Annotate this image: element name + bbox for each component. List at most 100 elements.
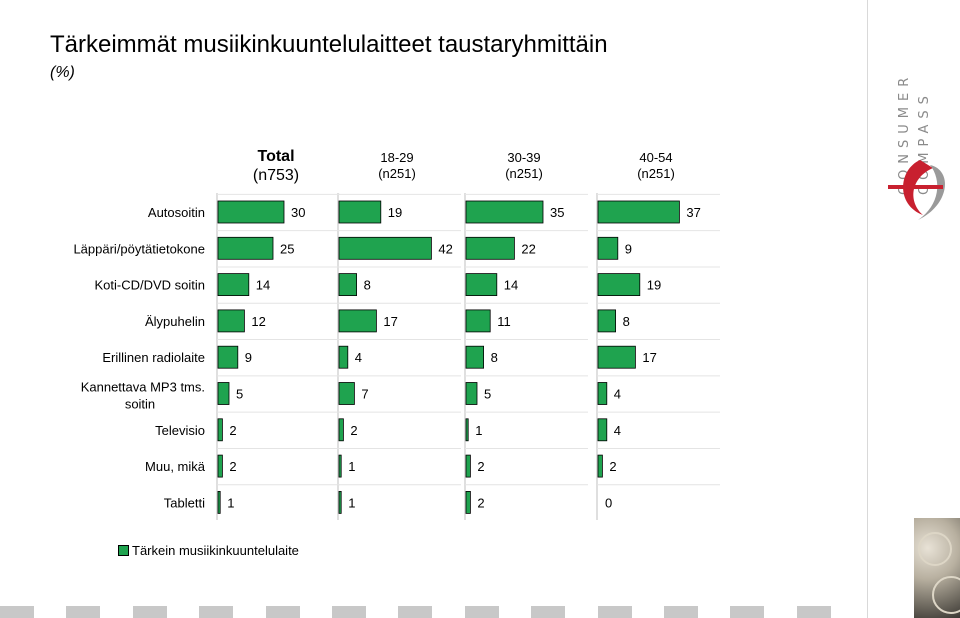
chart-subtitle: (%) <box>50 64 75 81</box>
footer-bar <box>597 606 632 618</box>
bar <box>597 454 603 478</box>
footer-bar <box>66 606 101 618</box>
data-label: 14 <box>256 278 270 293</box>
consumer-compass-logo: CONSUMER COMPASS <box>888 72 946 220</box>
series-sample-3: (n251) <box>505 166 543 181</box>
legend-label: Tärkein musiikinkuuntelulaite <box>132 543 299 558</box>
category-label: Erillinen radiolaite <box>102 350 205 365</box>
bar <box>597 273 641 297</box>
data-label: 2 <box>477 459 484 474</box>
data-label: 19 <box>647 278 661 293</box>
series-header-4: 40-54 <box>639 150 672 165</box>
bar <box>597 236 619 260</box>
data-label: 37 <box>686 205 700 220</box>
bar <box>597 382 608 405</box>
logo-swoosh-red <box>903 160 933 215</box>
category-label: Koti-CD/DVD soitin <box>94 278 205 293</box>
footer-bar <box>0 606 34 618</box>
data-label: 4 <box>355 350 362 365</box>
data-label: 8 <box>364 278 371 293</box>
bar <box>338 345 349 369</box>
bar <box>338 200 382 224</box>
series-header-1: Total <box>257 148 294 165</box>
bar <box>465 418 469 442</box>
series-sample-1: (n753) <box>253 167 299 184</box>
bar <box>597 345 636 369</box>
bar <box>217 382 230 405</box>
data-label: 1 <box>227 495 234 510</box>
bar <box>338 454 342 478</box>
data-label: 12 <box>251 314 265 329</box>
footer-bar <box>730 606 765 618</box>
bar <box>597 309 617 333</box>
bar <box>338 273 358 297</box>
legend: Tärkein musiikinkuuntelulaite <box>118 543 299 558</box>
data-label: 1 <box>348 495 355 510</box>
footer-bar <box>332 606 366 618</box>
bar <box>465 382 478 405</box>
data-label: 5 <box>236 387 243 402</box>
footer-bar <box>664 606 698 618</box>
data-label: 8 <box>491 350 498 365</box>
legend-swatch <box>118 545 129 556</box>
bar <box>465 200 544 224</box>
series-header-3: 30-39 <box>507 150 540 165</box>
bar <box>217 345 239 369</box>
bar <box>217 490 221 514</box>
category-label: Älypuhelin <box>145 314 205 329</box>
bar <box>217 309 245 333</box>
data-label: 2 <box>350 423 357 438</box>
data-label: 35 <box>550 205 564 220</box>
logo-swoosh-grey <box>918 165 946 220</box>
data-label: 4 <box>614 423 621 438</box>
bar <box>217 273 250 297</box>
data-label: 0 <box>605 495 612 510</box>
logo-crossbar <box>888 185 943 189</box>
category-label: Muu, mikä <box>145 459 206 474</box>
bar <box>338 309 377 333</box>
footer-bar <box>796 606 831 618</box>
bar <box>597 418 608 442</box>
data-label: 22 <box>521 241 535 256</box>
category-label: Läppäri/pöytätietokone <box>73 241 205 256</box>
bar <box>217 454 223 478</box>
footer-bar <box>398 606 433 618</box>
bar <box>338 490 342 514</box>
footer-bar <box>531 606 566 618</box>
data-label: 4 <box>614 387 621 402</box>
data-label: 9 <box>245 350 252 365</box>
data-label: 14 <box>504 278 518 293</box>
category-label: Tabletti <box>164 495 205 510</box>
logo-text-consumer: CONSUMER <box>897 72 912 195</box>
bar <box>465 345 485 369</box>
bar <box>465 490 471 514</box>
bar <box>465 273 498 297</box>
series-header-2: 18-29 <box>380 150 413 165</box>
data-label: 2 <box>229 459 236 474</box>
bar <box>465 454 471 478</box>
data-label: 2 <box>609 459 616 474</box>
category-label: soitin <box>125 397 155 412</box>
data-label: 11 <box>497 314 511 329</box>
bar <box>217 418 223 442</box>
data-label: 7 <box>361 387 368 402</box>
series-sample-4: (n251) <box>637 166 675 181</box>
category-label: Kannettava MP3 tms. <box>81 380 205 395</box>
category-label: Televisio <box>155 423 205 438</box>
bar <box>338 236 432 260</box>
footer-bar <box>132 606 167 618</box>
data-label: 9 <box>625 241 632 256</box>
data-label: 19 <box>388 205 402 220</box>
data-label: 17 <box>642 350 656 365</box>
compass-photo <box>914 518 960 618</box>
footer-bar <box>265 606 300 618</box>
footer-bar <box>464 606 499 618</box>
data-label: 5 <box>484 387 491 402</box>
data-label: 8 <box>623 314 630 329</box>
bar <box>597 200 680 224</box>
data-label: 30 <box>291 205 305 220</box>
bar <box>217 200 285 224</box>
bar <box>465 236 515 260</box>
data-label: 1 <box>475 423 482 438</box>
